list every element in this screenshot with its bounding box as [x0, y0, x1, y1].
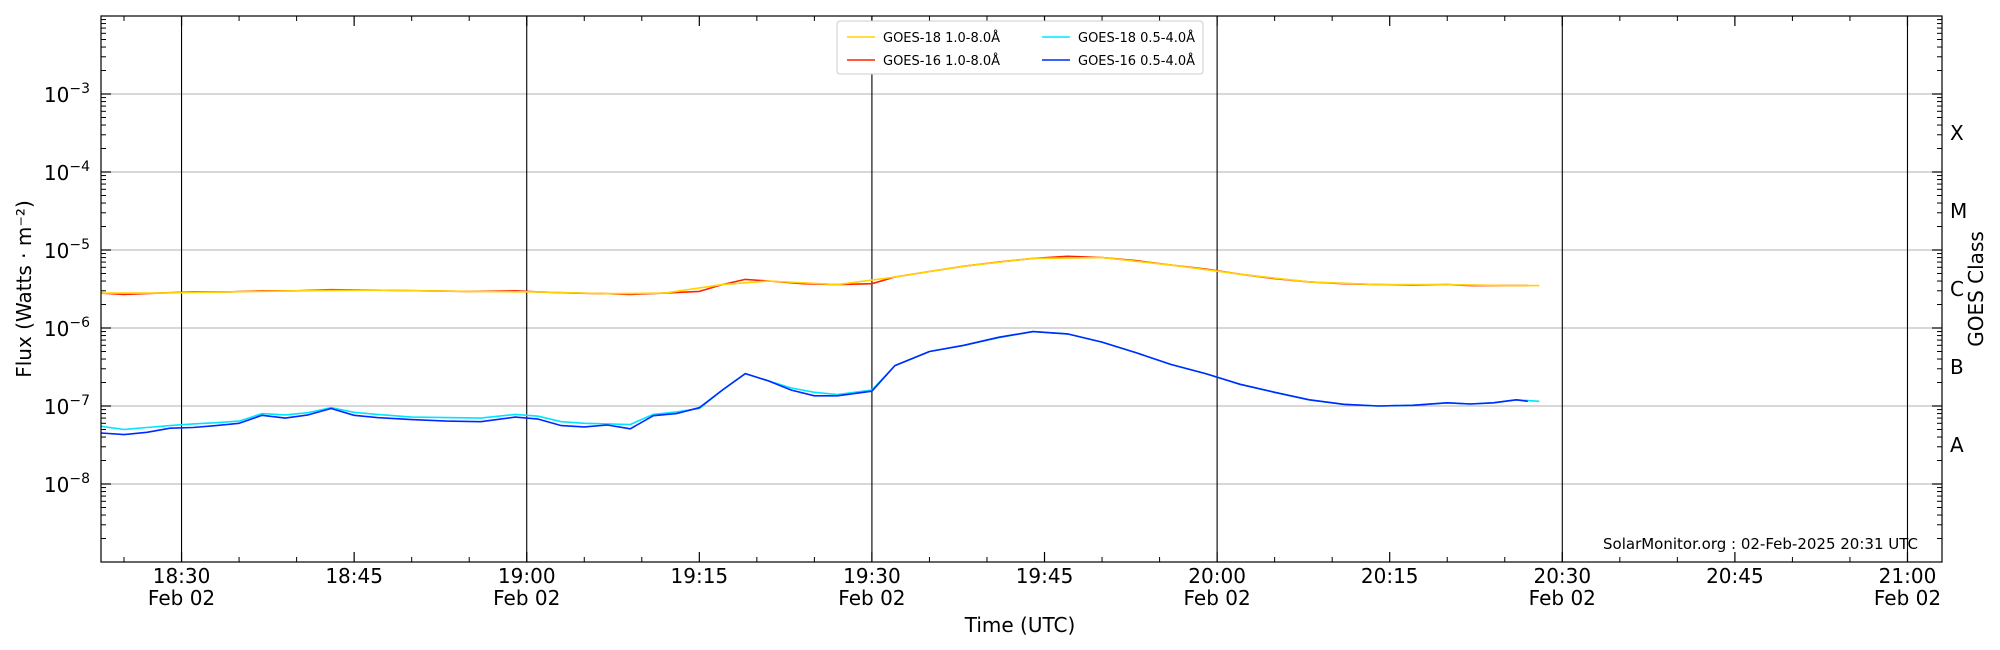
legend-box — [836, 20, 1204, 75]
credit-text: SolarMonitor.org : 02-Feb-2025 20:31 UTC — [1603, 535, 1918, 553]
goes-class-labels: A B C M X — [1950, 121, 1967, 457]
series-line — [101, 256, 1540, 295]
legend-label: GOES-16 1.0-8.0Å — [883, 53, 1000, 69]
grid-lines — [101, 16, 1942, 562]
x-tick-label: 18:45 — [325, 564, 383, 588]
x-tick-sublabel: Feb 02 — [148, 586, 215, 610]
x-tick-label: 21:00 — [1879, 564, 1937, 588]
x-tick-label: 18:30 — [153, 564, 211, 588]
y-axis-title: Flux (Watts · m⁻²) — [12, 200, 36, 378]
y-tick-label: 10−4 — [44, 159, 90, 185]
y-tick-label: 10−6 — [44, 315, 90, 341]
series-line — [100, 330, 1540, 431]
x-tick-label: 20:45 — [1706, 564, 1764, 588]
x-tick-sublabel: Feb 02 — [838, 586, 905, 610]
y-tick-labels: 10−8 10−7 10−6 10−5 10−4 10−3 — [44, 81, 90, 497]
x-tick-sublabel: Feb 02 — [1874, 586, 1941, 610]
y-tick-label: 10−8 — [44, 471, 90, 497]
goes-class-label: C — [1950, 277, 1964, 301]
axis-ticks — [101, 16, 1942, 562]
x-tick-label: 20:30 — [1533, 564, 1591, 588]
series-line — [100, 255, 1528, 296]
x-tick-label: 19:15 — [671, 564, 729, 588]
x-tick-sublabel: Feb 02 — [1529, 586, 1596, 610]
y2-axis-title: GOES Class — [1964, 231, 1988, 347]
x-axis-title: Time (UTC) — [964, 613, 1076, 637]
x-tick-label: 19:45 — [1016, 564, 1074, 588]
x-tick-sublabel: Feb 02 — [1183, 586, 1250, 610]
x-tick-label: 19:30 — [843, 564, 901, 588]
goes-class-label: X — [1950, 121, 1964, 145]
legend-label: GOES-16 0.5-4.0Å — [1078, 53, 1195, 69]
series-lines — [100, 255, 1540, 436]
goes-class-label: B — [1950, 355, 1964, 379]
y-tick-label: 10−3 — [44, 81, 90, 107]
goes-class-label: M — [1950, 199, 1967, 223]
legend-label: GOES-18 0.5-4.0Å — [1078, 30, 1195, 46]
plot-frame — [100, 15, 1943, 563]
x-tick-label: 20:00 — [1188, 564, 1246, 588]
legend-label: GOES-18 1.0-8.0Å — [883, 30, 1000, 46]
series-line — [100, 330, 1528, 436]
x-tick-label: 20:15 — [1361, 564, 1419, 588]
legend: GOES-18 1.0-8.0Å GOES-18 0.5-4.0Å GOES-16 … — [836, 20, 1204, 75]
x-tick-sublabel: Feb 02 — [493, 586, 560, 610]
x-tick-label: 19:00 — [498, 564, 556, 588]
goes-class-label: A — [1950, 433, 1964, 457]
y-tick-label: 10−7 — [44, 393, 90, 419]
legend-entries: GOES-18 1.0-8.0Å GOES-18 0.5-4.0Å GOES-16 … — [847, 30, 1195, 69]
y-tick-label: 10−5 — [44, 237, 90, 263]
